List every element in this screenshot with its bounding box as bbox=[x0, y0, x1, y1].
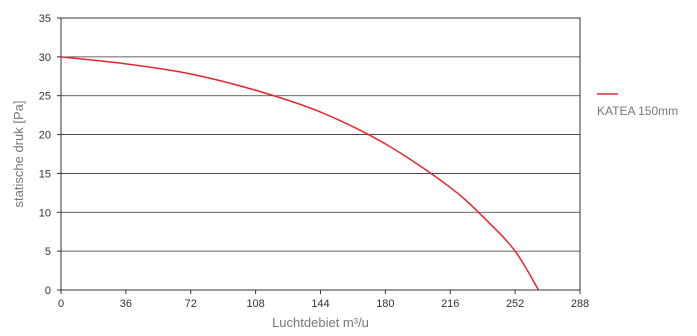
x-tick-label: 216 bbox=[441, 298, 459, 310]
series-lines bbox=[60, 56, 540, 291]
y-axis-ticks: 0 5 10 15 20 25 30 35 bbox=[39, 13, 61, 297]
grid-lines bbox=[61, 56, 580, 252]
y-tick-label: 0 bbox=[45, 285, 51, 297]
legend: KATEA 150mm bbox=[597, 93, 678, 118]
plot-area bbox=[60, 17, 581, 291]
series-line-0 bbox=[60, 56, 540, 291]
y-tick-label: 20 bbox=[39, 130, 51, 142]
x-tick-label: 72 bbox=[185, 298, 197, 310]
y-tick-label: 15 bbox=[39, 168, 51, 180]
x-tick-label: 180 bbox=[376, 298, 394, 310]
x-tick-label: 0 bbox=[58, 298, 64, 310]
y-tick-label: 35 bbox=[39, 13, 51, 25]
x-tick-label: 108 bbox=[246, 298, 264, 310]
x-tick-label: 36 bbox=[120, 298, 132, 310]
x-tick-label: 288 bbox=[571, 298, 589, 310]
x-axis-ticks: 0 36 72 108 144 180 216 252 288 bbox=[58, 290, 589, 310]
y-tick-label: 10 bbox=[39, 207, 51, 219]
x-tick-label: 252 bbox=[506, 298, 524, 310]
legend-label: KATEA 150mm bbox=[597, 104, 678, 118]
y-tick-label: 5 bbox=[45, 246, 51, 258]
x-axis-title: Luchtdebiet m³/u bbox=[272, 315, 369, 330]
y-tick-label: 30 bbox=[39, 52, 51, 64]
x-tick-label: 144 bbox=[311, 298, 329, 310]
y-tick-label: 25 bbox=[39, 91, 51, 103]
y-axis-title: statische druk [Pa] bbox=[11, 101, 26, 208]
